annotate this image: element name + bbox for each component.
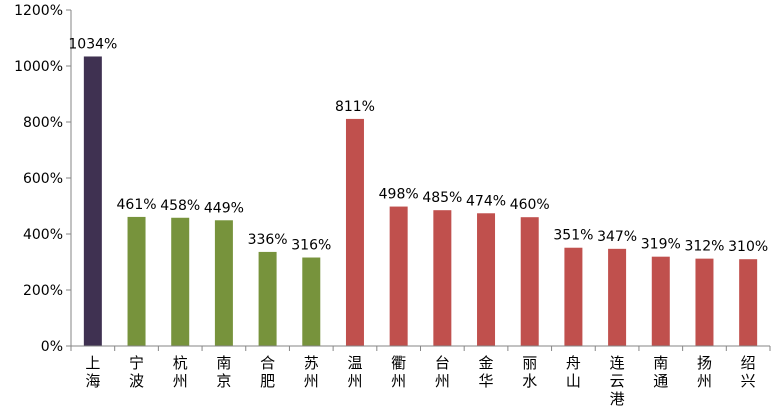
category-label-3: 南京 (216, 354, 231, 390)
data-label-10: 460% (510, 197, 550, 213)
y-tick-label: 1000% (14, 59, 63, 75)
bar-2 (171, 217, 190, 346)
bar-13 (651, 256, 670, 346)
bar-3 (214, 220, 233, 346)
bar-10 (520, 217, 539, 346)
category-label-5: 苏州 (304, 354, 319, 390)
bar-5 (302, 257, 321, 346)
y-tick-label: 400% (23, 227, 63, 243)
category-label-1: 宁波 (129, 354, 144, 390)
data-label-0: 1034% (68, 36, 117, 52)
bar-15 (739, 259, 758, 346)
data-label-12: 347% (597, 229, 637, 245)
data-label-13: 319% (641, 237, 681, 253)
y-tick-label: 0% (41, 339, 63, 355)
bar-7 (389, 206, 408, 346)
data-label-6: 811% (335, 99, 375, 115)
category-label-11: 舟山 (566, 354, 581, 390)
bar-8 (433, 210, 452, 346)
bar-14 (695, 258, 714, 346)
category-label-12: 连云港 (610, 354, 625, 408)
category-label-9: 金华 (479, 354, 494, 390)
bar-6 (345, 118, 364, 346)
bar-4 (258, 251, 277, 346)
y-tick-label: 600% (23, 171, 63, 187)
bar-9 (477, 213, 496, 346)
data-label-8: 485% (422, 190, 462, 206)
bar-11 (564, 247, 583, 346)
data-label-4: 336% (248, 232, 288, 248)
bar-0 (83, 56, 102, 346)
category-label-8: 台州 (435, 354, 450, 390)
bar-12 (608, 248, 627, 346)
y-tick-label: 1200% (14, 3, 63, 19)
bars (83, 56, 758, 346)
category-label-7: 衢州 (391, 354, 406, 390)
data-labels: 1034% 461% 458% 449%336% 316% 811% 498% 485% 474… (68, 36, 768, 255)
data-label-2: 458% (160, 198, 200, 214)
category-label-14: 扬州 (697, 354, 712, 390)
category-label-2: 杭州 (173, 354, 188, 390)
y-axis: 0% 200% 400% 600% 800% 1000% 1200% (14, 3, 72, 355)
category-label-6: 温州 (347, 354, 362, 390)
bar-1 (127, 216, 146, 346)
data-label-1: 461% (117, 197, 157, 213)
data-label-11: 351% (553, 228, 593, 244)
y-tick-label: 200% (23, 283, 63, 299)
category-label-4: 合肥 (260, 354, 275, 390)
category-label-10: 丽水 (522, 354, 537, 390)
data-label-3: 449% (204, 200, 244, 216)
category-label-0: 上海 (85, 354, 100, 390)
data-label-9: 474% (466, 193, 506, 209)
data-label-7: 498% (379, 187, 419, 203)
data-label-15: 310% (728, 239, 768, 255)
data-label-14: 312% (684, 239, 724, 255)
category-label-13: 南通 (653, 354, 668, 390)
y-tick-label: 800% (23, 115, 63, 131)
data-label-5: 316% (291, 238, 331, 254)
category-label-15: 绍兴 (741, 354, 756, 390)
